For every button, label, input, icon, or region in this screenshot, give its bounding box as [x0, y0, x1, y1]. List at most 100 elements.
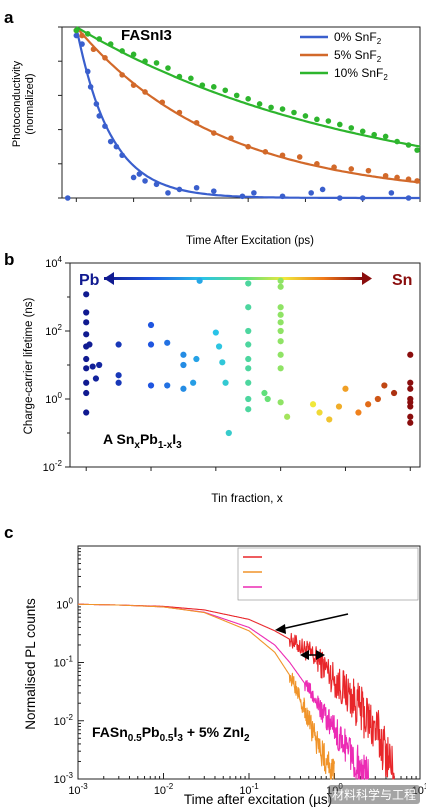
data-point: [414, 178, 420, 184]
data-point: [83, 409, 90, 416]
panel-c-annotation-arrows: [275, 613, 349, 660]
series-2-group: [73, 26, 421, 153]
data-point: [348, 125, 355, 131]
data-point: [371, 131, 377, 138]
panel-c-y-axis-label: Normalised PL counts: [23, 598, 38, 730]
data-point: [92, 375, 100, 382]
legend-entry: 0% SnF2: [334, 30, 382, 46]
data-point: [225, 429, 232, 437]
data-point: [193, 119, 200, 126]
panel-c-legend: [237, 547, 419, 601]
data-point: [319, 186, 326, 193]
data-point: [414, 147, 420, 153]
data-point: [277, 311, 284, 318]
panel-label-c: c: [4, 523, 13, 542]
y-tick-label: 10-2: [54, 713, 74, 728]
panel-label-b: b: [4, 250, 14, 269]
data-point: [84, 31, 91, 37]
data-point: [348, 166, 355, 172]
y-tick-label: 100: [45, 391, 62, 406]
data-point: [210, 84, 217, 90]
data-point: [142, 89, 148, 95]
data-point: [89, 363, 96, 370]
data-point: [279, 152, 286, 159]
data-point: [212, 329, 219, 336]
y-tick-label: 10-3: [54, 771, 74, 786]
data-point: [335, 403, 343, 410]
arrow-right-head-icon: [362, 272, 372, 285]
data-point: [407, 379, 414, 386]
data-point: [190, 379, 197, 386]
panel-c-composition-annotation: FASn0.5Pb0.5I3 + 5% ZnI2: [92, 724, 250, 744]
panel-a-y-axis-label-line2: (normalized): [24, 73, 36, 134]
data-point: [388, 190, 395, 196]
data-point: [84, 68, 91, 75]
data-point: [262, 149, 269, 155]
data-point: [115, 379, 122, 386]
panel-b-composition-arrow: Pb Sn: [79, 272, 412, 289]
data-point: [79, 41, 85, 47]
data-point: [325, 118, 332, 124]
data-point: [268, 104, 274, 111]
data-point: [365, 167, 372, 174]
data-point: [107, 138, 114, 145]
data-point: [222, 379, 229, 386]
data-point: [83, 319, 90, 326]
data-point: [277, 304, 284, 311]
data-point: [219, 359, 226, 366]
panel-a-data-marks: [64, 26, 421, 201]
data-point: [153, 181, 160, 188]
data-point: [96, 113, 103, 119]
data-point: [407, 413, 414, 420]
data-point: [93, 101, 100, 107]
data-point: [245, 355, 252, 363]
data-point: [228, 135, 234, 141]
data-point: [210, 130, 217, 136]
data-point: [277, 351, 284, 358]
data-point: [90, 46, 97, 53]
series-1-group: [73, 26, 421, 184]
data-point: [407, 419, 414, 426]
data-point: [405, 176, 412, 182]
data-point: [390, 389, 398, 397]
data-point: [193, 184, 200, 191]
legend-entry: 10% SnF2: [334, 66, 388, 82]
shift-arrow-head-icon: [275, 624, 286, 634]
data-point: [284, 413, 291, 420]
data-point: [296, 154, 303, 160]
data-point: [261, 389, 268, 397]
arrow-left-head-icon: [104, 272, 114, 285]
data-point: [102, 123, 108, 129]
data-point: [251, 190, 257, 196]
data-point: [188, 75, 194, 82]
data-point: [314, 161, 320, 167]
data-point: [180, 351, 187, 358]
data-point: [130, 174, 137, 181]
data-point: [308, 190, 314, 196]
data-point: [180, 385, 187, 392]
data-point: [382, 172, 389, 179]
data-point: [381, 382, 388, 389]
data-point: [83, 355, 90, 363]
data-point: [199, 82, 206, 88]
data-point: [239, 193, 246, 200]
panel-b-data-marks: [83, 277, 414, 437]
arrow-label-sn: Sn: [392, 272, 412, 289]
data-point: [147, 341, 155, 348]
data-point: [316, 409, 323, 416]
data-point: [291, 109, 297, 116]
data-point: [314, 116, 320, 123]
data-point: [277, 277, 284, 284]
data-point: [359, 195, 366, 201]
data-point: [83, 309, 90, 316]
data-point: [164, 339, 171, 346]
data-point: [326, 416, 333, 423]
data-point: [222, 87, 229, 94]
data-point: [256, 101, 263, 107]
data-point: [245, 143, 251, 150]
data-point: [405, 195, 412, 201]
data-point: [130, 51, 137, 58]
arrow-label-pb: Pb: [79, 272, 100, 289]
y-tick-label: 102: [45, 323, 62, 338]
